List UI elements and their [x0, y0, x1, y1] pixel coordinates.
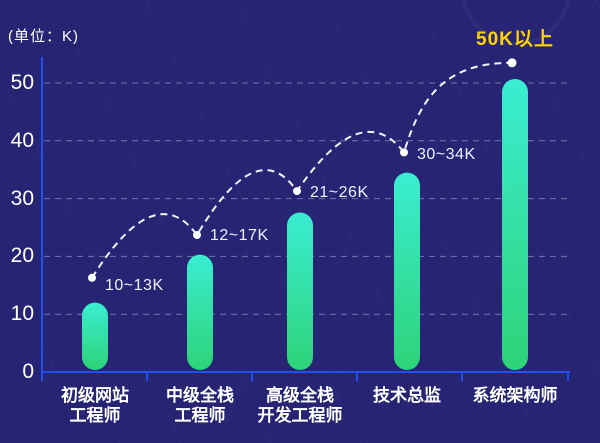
y-axis-label: 40: [10, 128, 34, 152]
salary-range-label: 12~17K: [210, 227, 269, 244]
salary-range-label: 10~13K: [105, 276, 164, 294]
category-label: 初级网站 工程师: [30, 386, 160, 426]
trend-point: [507, 58, 517, 68]
highlight-salary-label: 50K以上: [476, 29, 554, 50]
category-label: 中级全栈 工程师: [135, 386, 265, 426]
trend-point: [88, 273, 96, 282]
category-label-line: 工程师: [69, 406, 121, 425]
trend-points: [88, 58, 517, 282]
salary-bar: [187, 254, 213, 370]
category-label-line: 中级全栈: [166, 386, 234, 405]
category-label-line: 工程师: [174, 406, 226, 425]
salary-range-label: 30~34K: [417, 146, 476, 164]
unit-label: (单位：K): [8, 28, 79, 45]
salary-range-label: 21~26K: [310, 184, 369, 202]
category-label-line: 技术总监: [373, 386, 441, 405]
y-axis-label: 30: [10, 186, 34, 210]
axes: [41, 57, 570, 381]
category-label: 系统架构师: [450, 386, 580, 406]
category-label-line: 开发工程师: [257, 406, 343, 425]
category-label: 高级全栈 开发工程师: [235, 386, 365, 426]
category-label-line: 高级全栈: [266, 386, 334, 405]
category-label-line: 系统架构师: [472, 386, 558, 405]
salary-bar: [82, 302, 108, 370]
salary-bar: [394, 172, 420, 370]
trend-point: [193, 231, 201, 240]
y-axis-label: 50: [10, 71, 34, 94]
salary-bar: [287, 212, 313, 370]
y-axis-label: 10: [10, 302, 34, 326]
y-axis-label: 0: [22, 360, 34, 383]
category-label-line: 初级网站: [61, 386, 129, 405]
y-axis-label: 20: [10, 244, 34, 268]
trend-point: [293, 187, 301, 196]
salary-bar: [502, 78, 528, 370]
category-label: 技术总监: [342, 386, 472, 406]
trend-point: [400, 148, 408, 157]
salary-bars: [82, 78, 528, 370]
